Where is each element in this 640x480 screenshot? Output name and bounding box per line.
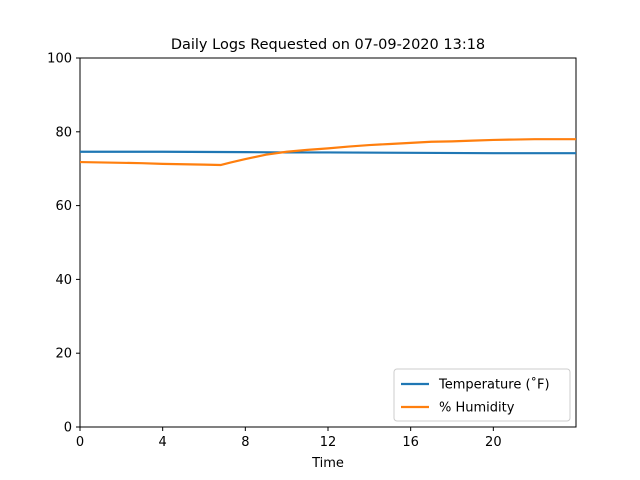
x-tick-label: 12 bbox=[320, 435, 337, 450]
series-line-temperature bbox=[80, 150, 576, 155]
y-tick-label: 40 bbox=[55, 273, 72, 288]
legend: Temperature (˚F) % Humidity bbox=[393, 368, 571, 422]
x-tick-label: 20 bbox=[485, 435, 502, 450]
x-tick-label: 8 bbox=[241, 435, 249, 450]
series-line-humidity bbox=[79, 138, 576, 167]
y-tick-label: 100 bbox=[47, 52, 72, 67]
y-axis: 0 20 40 60 80 100 bbox=[47, 52, 80, 436]
y-tick-label: 20 bbox=[55, 347, 72, 362]
x-tick-label: 16 bbox=[402, 435, 419, 450]
x-axis-label: Time bbox=[311, 456, 344, 471]
x-tick-label: 0 bbox=[76, 435, 84, 450]
y-tick-label: 60 bbox=[55, 199, 72, 214]
series-layer bbox=[79, 138, 576, 167]
legend-box bbox=[393, 368, 571, 422]
y-tick-label: 80 bbox=[55, 125, 72, 140]
x-tick-label: 4 bbox=[159, 435, 167, 450]
chart-title: Daily Logs Requested on 07-09-2020 13:18 bbox=[171, 37, 485, 53]
legend-label: Temperature (˚F) bbox=[438, 377, 550, 393]
y-tick-label: 0 bbox=[64, 421, 72, 436]
x-axis: 0 4 8 12 16 20 bbox=[76, 427, 502, 450]
legend-label: % Humidity bbox=[439, 401, 515, 416]
